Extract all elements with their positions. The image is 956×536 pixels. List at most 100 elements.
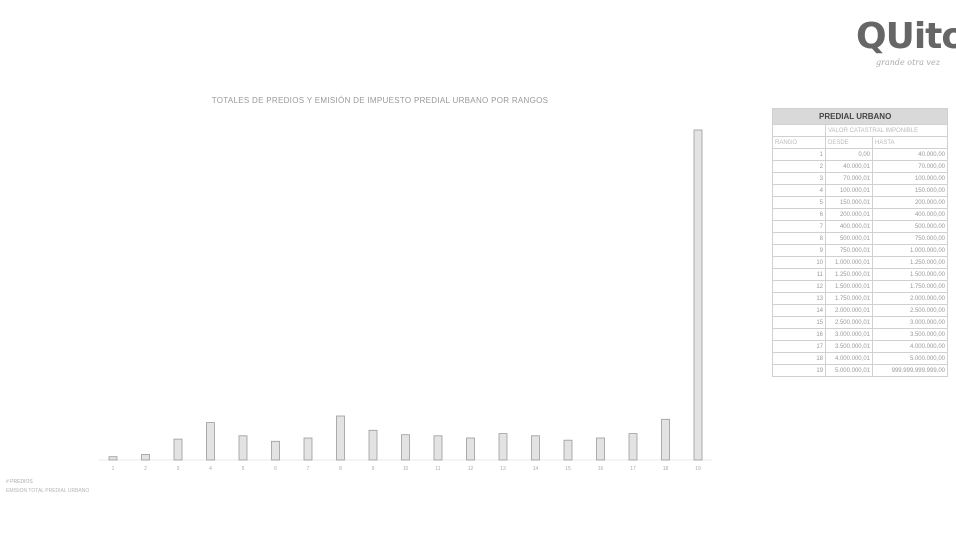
rango-cell: 15 xyxy=(772,316,826,329)
predial-urbano-table: PREDIAL URBANO VALOR CATASTRAL IMPONIBLE… xyxy=(772,108,948,377)
desde-cell: 1.500.000,01 xyxy=(825,280,873,293)
column-header-rango: RANGO xyxy=(772,136,826,149)
bar-rango-1 xyxy=(108,456,118,461)
desde-cell: 1.750.000,01 xyxy=(825,292,873,305)
desde-cell: 2.000.000,01 xyxy=(825,304,873,317)
hasta-cell: 1.500.000,00 xyxy=(872,268,948,281)
table-row: 9 750.000,01 1.000.000,00 xyxy=(772,244,948,257)
rango-cell: 11 xyxy=(772,268,826,281)
desde-cell: 400.000,01 xyxy=(825,220,873,233)
bar-chart: 1 2 3 4 5 6 7 8 9 10 11 12 13 14 15 16 17 18 19 xyxy=(99,129,712,470)
category-label: 10 xyxy=(403,466,409,470)
category-label: 13 xyxy=(500,466,506,470)
table-row: 2 40.000,01 70.000,00 xyxy=(772,160,948,173)
table-row: 14 2.000.000,01 2.500.000,00 xyxy=(772,304,948,317)
hasta-cell: 2.500.000,00 xyxy=(872,304,948,317)
desde-cell: 1.250.000,01 xyxy=(825,268,873,281)
table-row: 13 1.750.000,01 2.000.000,00 xyxy=(772,292,948,305)
bar-rango-19 xyxy=(693,129,703,461)
table-row: 16 3.000.000,01 3.500.000,00 xyxy=(772,328,948,341)
category-label: 4 xyxy=(209,466,212,470)
desde-cell: 3.000.000,01 xyxy=(825,328,873,341)
hasta-cell: 150.000,00 xyxy=(872,184,948,197)
bar-rango-4 xyxy=(206,422,215,461)
desde-cell: 200.000,01 xyxy=(825,208,873,221)
chart-title: TOTALES DE PREDIOS Y EMISIÓN DE IMPUESTO… xyxy=(211,96,549,105)
bar-rango-3 xyxy=(173,438,183,461)
table-row: 4 100.000,01 150.000,00 xyxy=(772,184,948,197)
table-title: PREDIAL URBANO xyxy=(772,108,948,125)
hasta-cell: 200.000,00 xyxy=(872,196,948,209)
table-row: 3 70.000,01 100.000,00 xyxy=(772,172,948,185)
category-label: 9 xyxy=(372,466,375,470)
table-row: 19 5.000.000,01 999.999.999.999,00 xyxy=(772,364,948,377)
row-label-predios: # PREDIOS xyxy=(6,479,33,485)
bar-rango-10 xyxy=(401,434,410,461)
table-row: 1 0,00 40.000,00 xyxy=(772,148,948,161)
desde-cell: 500.000,01 xyxy=(825,232,873,245)
rango-cell: 18 xyxy=(772,352,826,365)
rango-cell: 4 xyxy=(772,184,826,197)
desde-cell: 4.000.000,01 xyxy=(825,352,873,365)
bar-rango-11 xyxy=(433,435,443,461)
bar-rango-9 xyxy=(368,429,378,461)
table-row: 10 1.000.000,01 1.250.000,00 xyxy=(772,256,948,269)
rango-cell: 10 xyxy=(772,256,826,269)
hasta-cell: 40.000,00 xyxy=(872,148,948,161)
rango-cell: 12 xyxy=(772,280,826,293)
desde-cell: 0,00 xyxy=(825,148,873,161)
category-label: 11 xyxy=(435,466,440,470)
rango-cell: 19 xyxy=(772,364,826,377)
rango-cell: 7 xyxy=(772,220,826,233)
table-blank-cell xyxy=(772,124,826,137)
bar-rango-8 xyxy=(336,415,345,461)
rango-cell: 5 xyxy=(772,196,826,209)
rango-cell: 2 xyxy=(772,160,826,173)
category-label: 12 xyxy=(468,466,474,470)
category-label: 8 xyxy=(339,466,342,470)
quito-logo: QUito grande otra vez xyxy=(852,12,956,72)
table-group-header: VALOR CATASTRAL IMPONIBLE xyxy=(825,124,948,137)
bar-rango-14 xyxy=(531,435,540,461)
hasta-cell: 500.000,00 xyxy=(872,220,948,233)
hasta-cell: 70.000,00 xyxy=(872,160,948,173)
hasta-cell: 400.000,00 xyxy=(872,208,948,221)
category-label: 14 xyxy=(533,466,539,470)
table-row: 17 3.500.000,01 4.000.000,00 xyxy=(772,340,948,353)
rango-cell: 13 xyxy=(772,292,826,305)
hasta-cell: 2.000.000,00 xyxy=(872,292,948,305)
category-label: 17 xyxy=(630,466,636,470)
category-label: 15 xyxy=(565,466,571,470)
rango-cell: 6 xyxy=(772,208,826,221)
rango-cell: 9 xyxy=(772,244,826,257)
bar-rango-13 xyxy=(498,433,508,461)
table-row: 7 400.000,01 500.000,00 xyxy=(772,220,948,233)
column-header-desde: DESDE xyxy=(825,136,873,149)
category-label: 3 xyxy=(177,466,180,470)
desde-cell: 2.500.000,01 xyxy=(825,316,873,329)
desde-cell: 1.000.000,01 xyxy=(825,256,873,269)
category-label: 19 xyxy=(695,466,701,470)
rango-cell: 8 xyxy=(772,232,826,245)
bar-rango-7 xyxy=(303,437,313,461)
rango-cell: 16 xyxy=(772,328,826,341)
logo-tagline: grande otra vez xyxy=(876,58,940,67)
hasta-cell: 3.000.000,00 xyxy=(872,316,948,329)
table-row: 15 2.500.000,01 3.000.000,00 xyxy=(772,316,948,329)
bar-rango-5 xyxy=(238,435,248,461)
desde-cell: 100.000,01 xyxy=(825,184,873,197)
hasta-cell: 5.000.000,00 xyxy=(872,352,948,365)
bar-rango-17 xyxy=(628,433,638,461)
bar-rango-2 xyxy=(141,454,150,461)
column-header-hasta: HASTA xyxy=(872,136,948,149)
category-label: 2 xyxy=(144,466,147,470)
hasta-cell: 1.750.000,00 xyxy=(872,280,948,293)
category-label: 6 xyxy=(274,466,277,470)
rango-cell: 14 xyxy=(772,304,826,317)
table-row: 18 4.000.000,01 5.000.000,00 xyxy=(772,352,948,365)
category-label: 7 xyxy=(307,466,310,470)
rango-cell: 1 xyxy=(772,148,826,161)
rango-cell: 17 xyxy=(772,340,826,353)
desde-cell: 3.500.000,01 xyxy=(825,340,873,353)
table-body: 1 0,00 40.000,00 2 40.000,01 70.000,00 3 70.000… xyxy=(772,148,948,377)
